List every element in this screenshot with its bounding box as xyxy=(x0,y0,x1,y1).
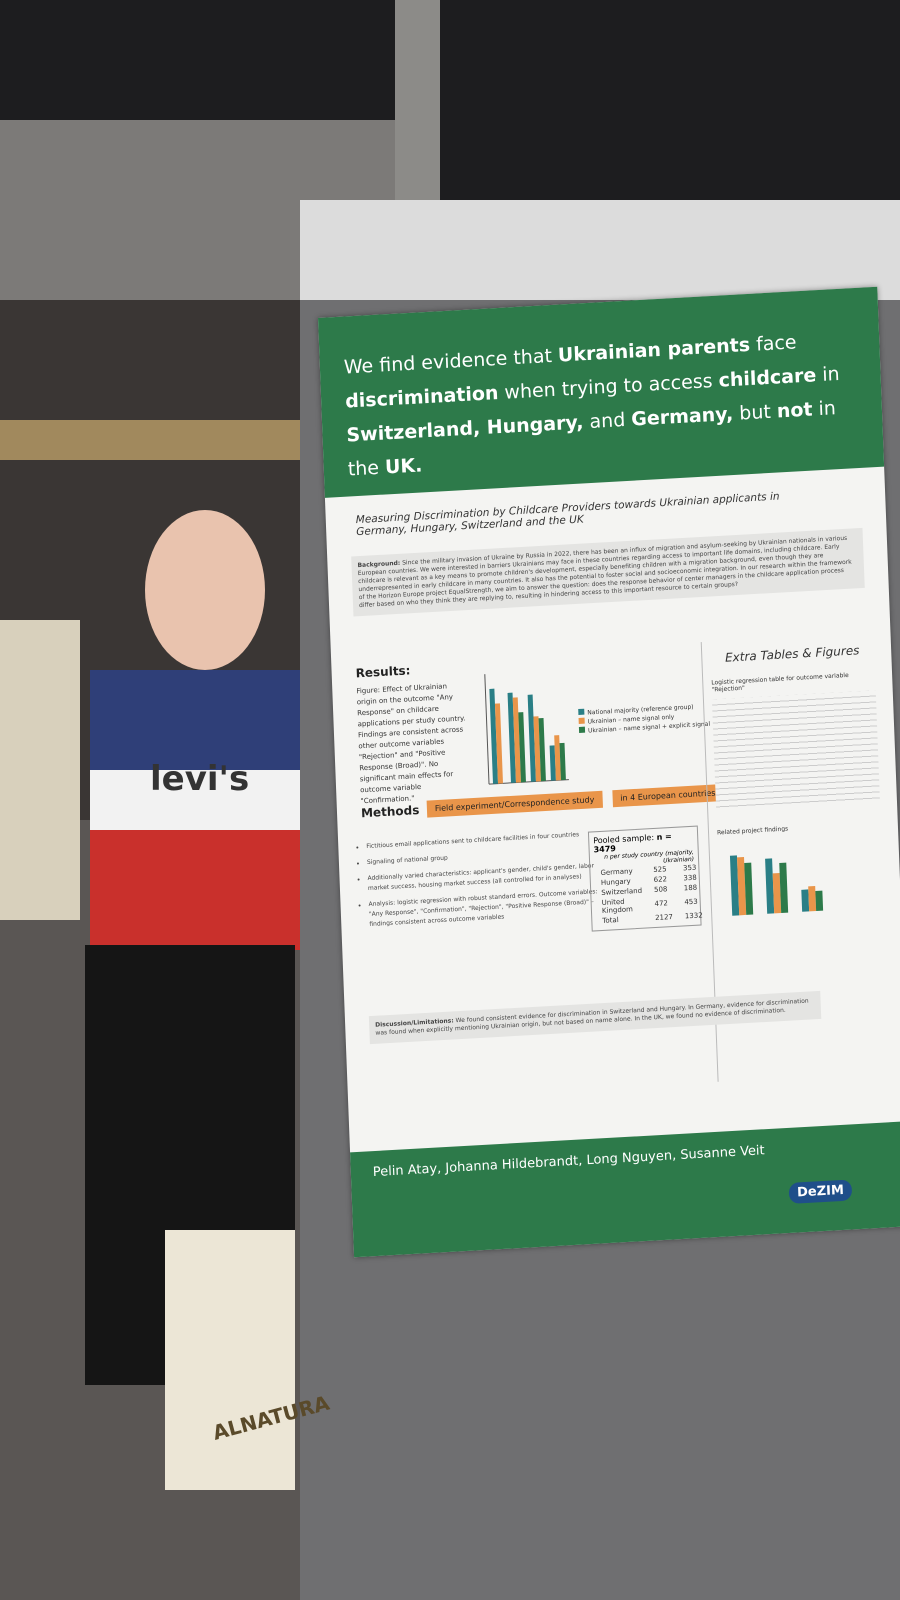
methods-tags: Field experiment/Correspondence study in … xyxy=(426,784,724,818)
poster-title: We find evidence that Ukrainian parents … xyxy=(318,286,885,498)
legend-swatch xyxy=(578,708,585,716)
poster-subtitle: Measuring Discrimination by Childcare Pr… xyxy=(355,490,780,539)
title-segment: but xyxy=(732,400,778,425)
bag xyxy=(165,1230,295,1490)
extra-figure xyxy=(729,855,824,916)
face xyxy=(145,510,265,670)
extra-table xyxy=(711,690,880,810)
dezim-logo: DeZIM xyxy=(788,1179,853,1204)
title-segment: Germany, xyxy=(630,402,734,431)
results-heading: Results: xyxy=(355,663,411,681)
shirt-top xyxy=(90,670,300,780)
title-segment: UK. xyxy=(384,454,423,479)
sample-label-text: Pooled sample: xyxy=(593,832,655,846)
shirt-band xyxy=(90,770,300,830)
title-segment: and xyxy=(583,408,632,434)
title-segment: in xyxy=(815,362,841,387)
background-person xyxy=(0,620,80,920)
light-strip xyxy=(0,420,300,460)
title-segment: not xyxy=(776,398,813,423)
title-segment: Switzerland, Hungary, xyxy=(346,411,584,447)
extra-table-caption: Logistic regression table for outcome va… xyxy=(711,671,849,694)
methods-bullets: Fictitious email applications sent to ch… xyxy=(352,829,599,937)
sample-cell: Total xyxy=(602,916,619,925)
sample-box: Pooled sample: n = 3479 n per study coun… xyxy=(587,825,703,932)
results-text: Figure: Effect of Ukrainian origin on th… xyxy=(356,682,466,806)
authors: Pelin Atay, Johanna Hildebrandt, Long Ng… xyxy=(372,1143,765,1181)
sample-cell: 1332 xyxy=(684,911,703,921)
method-bullet: Analysis: logistic regression with robus… xyxy=(368,887,599,930)
extra-panel: Extra Tables & Figures Logistic regressi… xyxy=(700,631,899,1082)
title-segment: Ukrainian parents xyxy=(557,333,751,367)
board-frame xyxy=(300,200,900,300)
poster: We find evidence that Ukrainian parents … xyxy=(318,286,900,1258)
results-figure xyxy=(484,674,569,785)
sample-table: Germany 525 353 Hungary 622 338 Switzerland 508… xyxy=(594,862,709,926)
sample-cell: 472 xyxy=(654,899,669,909)
methods-heading: Methods xyxy=(360,803,420,821)
shirt-logo: levi's xyxy=(150,759,249,799)
legend-swatch xyxy=(578,726,586,734)
title-segment: childcare xyxy=(718,364,817,392)
sample-cell: 2127 xyxy=(654,913,674,923)
title-segment: face xyxy=(749,331,797,356)
title-segment: discrimination xyxy=(344,382,499,413)
title-segment: when trying to access xyxy=(497,369,720,405)
legend: National majority (reference group) Ukrai… xyxy=(578,702,710,736)
legend-swatch xyxy=(578,717,585,725)
background-body: Since the military invasion of Ukraine b… xyxy=(357,534,852,610)
sample-cell: 453 xyxy=(684,897,698,907)
background-text: Background: Since the military invasion … xyxy=(351,527,865,617)
extra-heading: Extra Tables & Figures xyxy=(724,643,860,665)
title-segment: We find evidence that xyxy=(343,344,559,379)
